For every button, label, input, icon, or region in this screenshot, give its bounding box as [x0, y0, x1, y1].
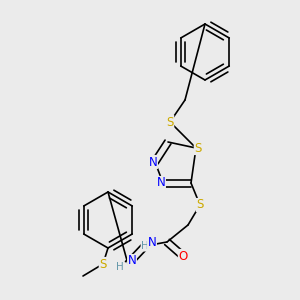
Text: S: S	[194, 142, 202, 154]
Text: H: H	[141, 241, 149, 251]
Text: N: N	[157, 176, 165, 190]
Text: S: S	[166, 116, 174, 128]
Text: H: H	[116, 262, 124, 272]
Text: N: N	[148, 236, 156, 250]
Text: N: N	[128, 254, 136, 268]
Text: N: N	[148, 155, 158, 169]
Text: S: S	[99, 257, 107, 271]
Text: O: O	[178, 250, 188, 262]
Text: S: S	[196, 199, 204, 212]
